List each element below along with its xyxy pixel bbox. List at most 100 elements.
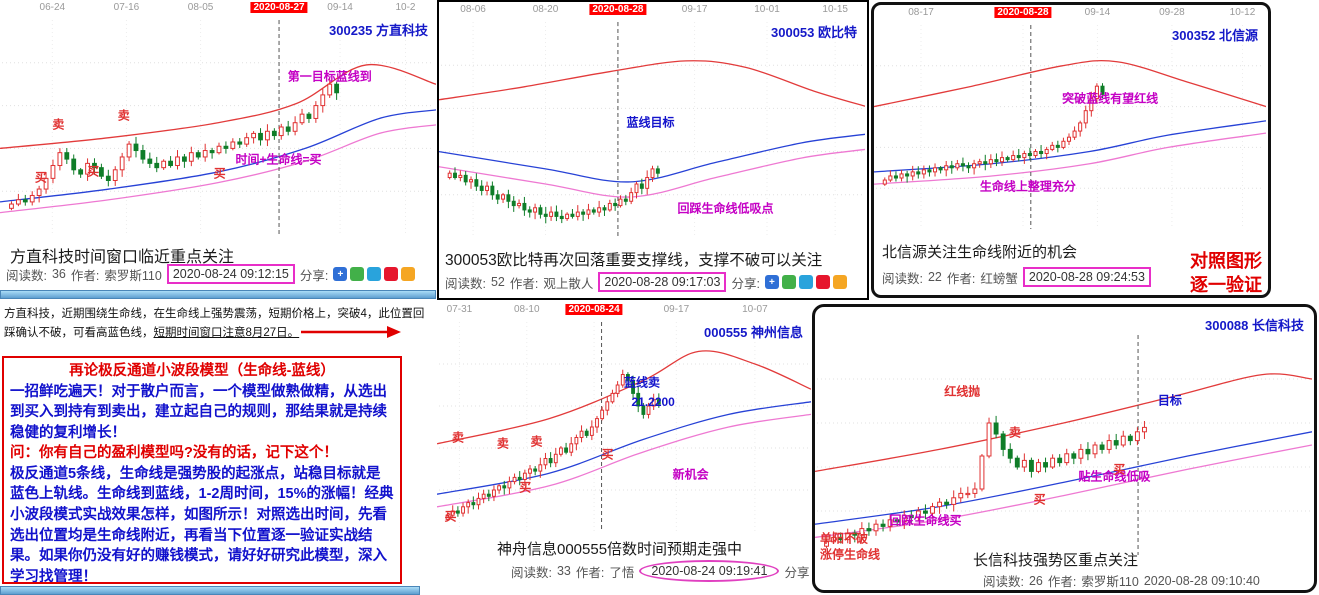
- author-name[interactable]: 索罗斯110: [104, 268, 162, 283]
- post-meta: 阅读数: 26 作者: 索罗斯110 2020-08-28 09:10:40: [983, 571, 1260, 590]
- post-title[interactable]: 方直科技时间窗口临近重点关注: [10, 249, 235, 266]
- chart-annotation: 买: [519, 480, 532, 495]
- note-paragraph-2: 极反通道5条线，生命线是强势股的起涨点，站稳目标就是蓝色上轨线。生命线到蓝线，1…: [10, 465, 394, 584]
- reads-count: 22: [927, 270, 942, 284]
- analysis-text-underlined: 短期时间窗口注意8月27日。: [153, 326, 300, 339]
- post-title[interactable]: 神舟信息000555倍数时间预期走强中: [497, 541, 743, 558]
- candlestick-plot: [439, 22, 865, 238]
- author-name[interactable]: 观上散人: [543, 276, 594, 291]
- reads-count: 33: [556, 564, 571, 578]
- share-label[interactable]: 分享: [784, 565, 810, 580]
- axis-date-label: 07-31: [446, 304, 473, 315]
- chart-annotation: 目标: [1157, 393, 1182, 408]
- reads-count: 36: [51, 267, 66, 281]
- chart-annotation: 卖: [530, 434, 543, 449]
- author-label: 作者:: [509, 276, 539, 291]
- stock-code-label: 300088 长信科技: [1205, 318, 1304, 333]
- candlestick-chart-300053: 08-06 08-20 2020-08-28 09-17 10-01 10-15 30005…: [439, 2, 865, 244]
- collapsed-window-bar[interactable]: [0, 290, 436, 299]
- chart-annotation: 卖: [451, 430, 464, 445]
- channel-line-red: [815, 373, 1312, 473]
- weibo-icon[interactable]: [384, 267, 399, 281]
- author-name[interactable]: 了悟: [609, 565, 635, 580]
- chart-annotation: 21.2200: [631, 394, 675, 409]
- axis-date-label: 09-14: [1084, 7, 1111, 18]
- wechat-icon[interactable]: [781, 275, 796, 289]
- candles-group: [882, 83, 1105, 186]
- reads-label: 阅读数:: [6, 268, 47, 283]
- note-heading: 再论极反通道小波段模型（生命线-蓝线）: [69, 363, 335, 379]
- candlestick-chart-000555: 07-31 08-10 2020-08-24 09-17 10-07 000555 神州信…: [437, 302, 811, 538]
- channel-line-red: [874, 59, 1266, 108]
- candles-group: [824, 415, 1147, 549]
- analysis-panel: 方直科技，近期围绕生命线，在生命线上强势震荡，短期价格上，突破4，此位置回踩确认…: [0, 300, 436, 595]
- axis-date-label-highlighted: 2020-08-28: [994, 7, 1052, 18]
- axis-date-label-highlighted: 2020-08-24: [565, 304, 623, 315]
- reads-label: 阅读数:: [983, 575, 1024, 589]
- channel-line-blue: [815, 431, 1312, 525]
- axis-date-label: 09-14: [327, 2, 353, 13]
- candlestick-chart-300352: 08-17 2020-08-28 09-14 09-28 10-12 300352 北信源…: [874, 5, 1266, 235]
- timestamp: 2020-08-28 09:10:40: [1143, 573, 1260, 588]
- candlestick-chart-300088: 300088 长信科技 红线抛卖目标 贴生命线低吸买买回踩生命线买 单阳不破 涨停生命线: [815, 307, 1312, 561]
- note-paragraph-1: 一招鲜吃遍天！对于散户而言，一个模型做熟做精，从选出到买入到持有到卖出，建立起自…: [10, 383, 387, 441]
- weibo-icon[interactable]: [815, 275, 830, 289]
- model-note-box: 再论极反通道小波段模型（生命线-蓝线） 一招鲜吃遍天！对于散户而言，一个模型做熟…: [2, 356, 402, 584]
- qq-icon[interactable]: [798, 275, 813, 289]
- axis-date-label: 10-15: [822, 4, 848, 15]
- chart-annotation: 生命线上整理充分: [979, 179, 1076, 194]
- reads-count: 52: [490, 275, 505, 289]
- qzone-icon[interactable]: [832, 275, 847, 289]
- post-title[interactable]: 300053欧比特再次回落重要支撑线，支撑不破可以关注: [445, 252, 823, 269]
- post-panel-shenzhou: 07-31 08-10 2020-08-24 09-17 10-07 000555 神州信…: [437, 302, 811, 595]
- axis-date-label: 10-2: [395, 2, 416, 13]
- collapsed-window-bar[interactable]: [0, 586, 420, 595]
- share-plus-icon[interactable]: +: [333, 267, 348, 281]
- candlestick-plot: [437, 322, 811, 532]
- share-label[interactable]: 分享:: [299, 268, 329, 283]
- post-panel-changxin: 300088 长信科技 红线抛卖目标 贴生命线低吸买买回踩生命线买 单阳不破 涨停生命线…: [812, 304, 1317, 593]
- channel-line-red: [439, 60, 865, 107]
- timestamp-highlight-box: 2020-08-28 09:17:03: [598, 272, 727, 292]
- wechat-icon[interactable]: [350, 267, 365, 281]
- post-panel-beixinyuan: 08-17 2020-08-28 09-14 09-28 10-12 300352 北信源…: [871, 2, 1271, 298]
- post-title[interactable]: 长信科技强势区重点关注: [973, 552, 1139, 569]
- note-question-line: 问：你有自己的盈利模型吗?没有的话，记下这个！: [10, 445, 338, 462]
- analysis-paragraph: 方直科技，近期围绕生命线，在生命线上强势震荡，短期价格上，突破4，此位置回踩确认…: [4, 305, 434, 343]
- axis-date-label: 06-24: [39, 2, 66, 13]
- axis-date-label: 08-06: [460, 4, 486, 15]
- share-label[interactable]: 分享:: [731, 276, 760, 291]
- axis-date-label: 08-05: [187, 2, 214, 13]
- stock-code-label: 300053 欧比特: [771, 25, 857, 40]
- author-label: 作者:: [946, 271, 976, 286]
- author-name[interactable]: 索罗斯110: [1081, 575, 1139, 589]
- analysis-text: 方直科技，近期围绕生命线，在生命线上强势震荡，短期价格上，突破4，此位置回踩确认…: [4, 308, 425, 339]
- axis-date-label-highlighted: 2020-08-28: [589, 4, 647, 15]
- author-label: 作者:: [575, 565, 605, 580]
- axis-date-label: 09-17: [663, 304, 690, 315]
- stock-code-label: 300352 北信源: [1172, 28, 1258, 43]
- qzone-icon[interactable]: [401, 267, 416, 281]
- chart-annotation: 蓝线目标: [626, 115, 675, 130]
- red-arrow-icon: [301, 325, 402, 338]
- qq-icon[interactable]: [367, 267, 382, 281]
- channel-line-red: [0, 63, 436, 150]
- chart-annotation: 单阳不破: [819, 531, 868, 546]
- candlestick-chart-300235: 06-24 07-16 08-05 2020-08-27 09-14 10-2 300235…: [0, 0, 436, 240]
- chart-annotation: 卖: [52, 117, 65, 132]
- chart-annotation: 买: [34, 170, 47, 185]
- post-meta: 阅读数: 22 作者: 红螃蟹 2020-08-28 09:24:53: [882, 267, 1151, 287]
- chart-annotation: 红线抛: [944, 384, 981, 399]
- candles-group: [9, 78, 340, 211]
- axis-date-label: 08-17: [908, 7, 934, 18]
- compare-note-line1: 对照图形: [1190, 251, 1262, 271]
- stock-code-label: 300235 方直科技: [329, 23, 428, 38]
- author-name[interactable]: 红螃蟹: [980, 271, 1018, 286]
- channel-line-pink: [874, 132, 1266, 185]
- axis-date-label: 09-17: [681, 4, 708, 15]
- share-plus-icon[interactable]: +: [764, 275, 779, 289]
- timestamp-circled: 2020-08-24 09:19:41: [639, 560, 780, 582]
- post-meta: 阅读数: 33 作者: 了悟 2020-08-24 09:19:41 分享: [511, 560, 809, 582]
- post-title[interactable]: 北信源关注生命线附近的机会: [882, 244, 1078, 261]
